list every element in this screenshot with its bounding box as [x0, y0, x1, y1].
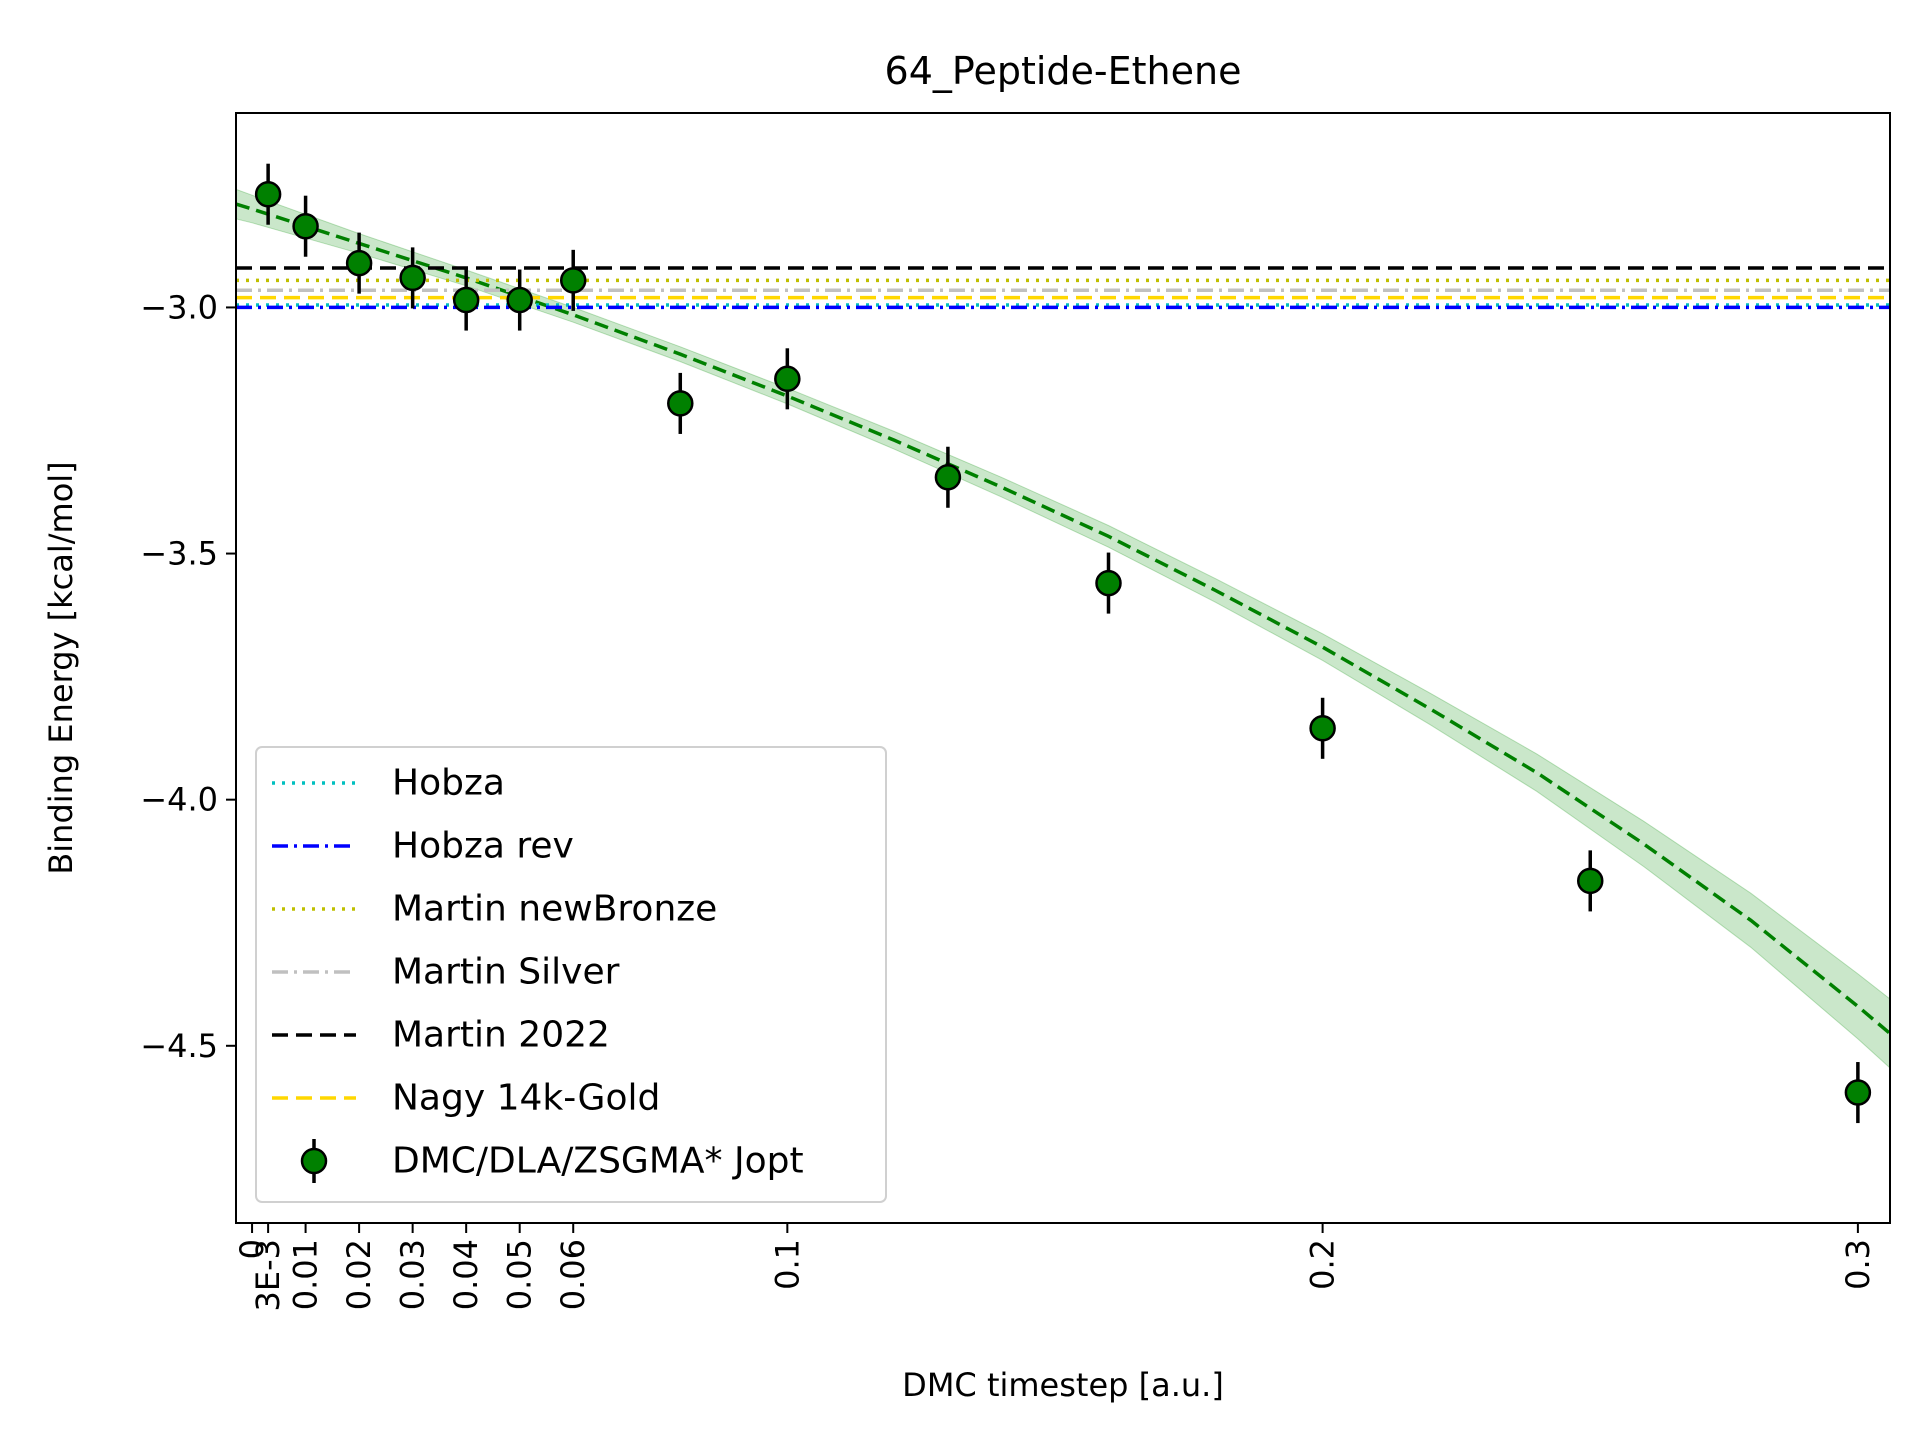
data-marker: [452, 286, 480, 314]
data-point: [1309, 697, 1336, 759]
legend-label: Martin newBronze: [392, 889, 717, 930]
data-point: [1095, 552, 1122, 614]
x-tick-label: 0.04: [447, 1239, 485, 1310]
x-tick-label: 0.05: [501, 1239, 539, 1310]
legend-label: Hobza rev: [392, 826, 574, 867]
legend-item: Nagy 14k-Gold: [272, 1078, 660, 1119]
data-point: [667, 372, 694, 434]
legend-label: Martin Silver: [392, 952, 620, 993]
legend-item: Hobza rev: [272, 826, 574, 867]
data-marker: [399, 264, 426, 292]
legend-item: DMC/DLA/ZSGMA* Jopt: [300, 1139, 804, 1183]
data-marker: [254, 180, 282, 208]
data-marker: [292, 212, 319, 240]
axes-frame: [235, 112, 1891, 1224]
data-marker: [1844, 1079, 1872, 1106]
x-tick-label: 0.03: [394, 1239, 432, 1310]
x-axis-ticks: 03E-3 0.01 0.02 0.03 0.04 0.05 0.06 0.1 0.2 0.3: [233, 1223, 1877, 1311]
legend-item: Hobza: [272, 763, 505, 804]
legend-item: Martin Silver: [272, 952, 620, 993]
data-marker: [667, 390, 694, 417]
x-tick-label: 0: [233, 1239, 271, 1259]
y-axis-label: Binding Energy [kcal/mol]: [42, 461, 80, 874]
legend-items: Hobza Hobza rev Martin newBronze Martin Sil…: [272, 763, 804, 1183]
data-point: [1844, 1062, 1872, 1124]
data-marker: [345, 249, 373, 277]
legend-item: Martin 2022: [272, 1015, 610, 1056]
data-marker: [506, 286, 533, 314]
legend-frame: [255, 746, 887, 1203]
data-marker: [559, 267, 587, 294]
legend-item: Martin newBronze: [272, 889, 717, 930]
data-point: [452, 269, 480, 331]
legend-label: Nagy 14k-Gold: [392, 1078, 660, 1119]
y-tick-label: −4.5: [140, 1027, 218, 1065]
x-tick-label: 0.1: [768, 1239, 806, 1290]
data-point: [345, 232, 373, 294]
y-tick-label: −3.5: [140, 535, 218, 573]
data-point: [934, 446, 962, 508]
x-tick-label: 0.02: [340, 1239, 378, 1310]
y-axis-ticks: −3.0 −3.5 −4.0 −4.5: [140, 288, 236, 1065]
legend-label: DMC/DLA/ZSGMA* Jopt: [392, 1141, 804, 1182]
y-tick-label: −4.0: [140, 781, 218, 819]
x-tick-label: 0.2: [1304, 1239, 1342, 1290]
x-tick-label: 0.3: [1839, 1239, 1877, 1290]
legend-label: Hobza: [392, 763, 505, 804]
data-point: [399, 247, 426, 309]
data-point: [774, 348, 801, 410]
data-marker: [1576, 867, 1604, 895]
data-marker: [1309, 715, 1336, 742]
x-tick-label: 0.01: [287, 1239, 325, 1310]
x-tick-label: 3E-3: [249, 1239, 287, 1311]
plot-area: [236, 163, 1890, 1124]
data-point: [254, 163, 282, 225]
data-points: [254, 163, 1872, 1124]
chart-title: 64_Peptide-Ethene: [885, 49, 1242, 93]
legend-swatch: [300, 1147, 328, 1175]
y-tick-label: −3.0: [140, 288, 218, 326]
fit-line: [236, 202, 1890, 1035]
data-marker: [934, 464, 962, 491]
data-point: [559, 249, 587, 311]
data-marker: [774, 365, 801, 393]
legend-label: Martin 2022: [392, 1015, 610, 1056]
data-point: [506, 269, 533, 331]
x-tick-label: 0.06: [554, 1239, 592, 1310]
data-point: [1576, 850, 1604, 912]
legend: Hobza Hobza rev Martin newBronze Martin Sil…: [255, 746, 887, 1203]
data-marker: [1095, 569, 1122, 597]
data-point: [292, 195, 319, 257]
x-axis-label: DMC timestep [a.u.]: [902, 1366, 1224, 1404]
